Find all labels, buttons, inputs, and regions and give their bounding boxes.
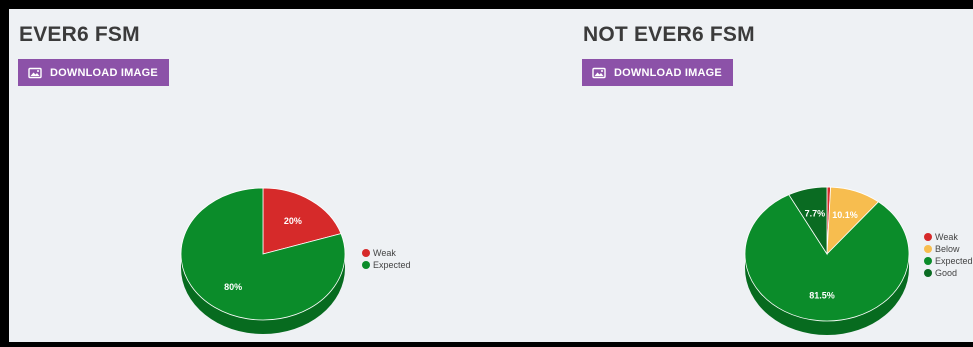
legend-marker-good: [924, 269, 932, 277]
pie-slice-good[interactable]: [788, 186, 828, 256]
panel-ever6-fsm: EVER6 FSM DOWNLOAD IMAGE 20% 80% Weak Expec…: [9, 9, 574, 342]
legend-item-below[interactable]: Below: [935, 244, 960, 254]
pie-slice-weak[interactable]: [262, 187, 342, 255]
legend-item-good[interactable]: Good: [935, 268, 957, 278]
slice-label-weak: 20%: [284, 216, 302, 226]
legend-marker-weak: [362, 249, 370, 257]
legend-item-expected[interactable]: Expected: [373, 260, 411, 270]
panel-title: EVER6 FSM: [19, 23, 140, 46]
slice-label-below: 10.1%: [832, 210, 858, 220]
panel-title: NOT EVER6 FSM: [583, 23, 755, 46]
pie-slice-expected[interactable]: [744, 194, 910, 322]
download-image-label: DOWNLOAD IMAGE: [50, 66, 158, 79]
slice-label-expected: 81.5%: [809, 290, 835, 300]
pie-side-expected: [181, 254, 345, 334]
image-icon: [28, 67, 42, 79]
panel-not-ever6-fsm: NOT EVER6 FSM DOWNLOAD IMAGE 10.1% 81.5% 7…: [574, 9, 973, 342]
legend-item-weak[interactable]: Weak: [373, 248, 396, 258]
pie-chart-not-ever6: 10.1% 81.5% 7.7% Weak Below Expected Good: [744, 186, 973, 335]
download-image-label: DOWNLOAD IMAGE: [614, 66, 722, 79]
pie-slice-expected[interactable]: [180, 187, 346, 321]
legend-item-weak[interactable]: Weak: [935, 232, 958, 242]
pie-chart-ever6: 20% 80% Weak Expected: [180, 187, 411, 334]
legend-marker-expected: [924, 257, 932, 265]
legend-marker-expected: [362, 261, 370, 269]
download-image-button[interactable]: DOWNLOAD IMAGE: [582, 59, 733, 86]
slice-label-expected: 80%: [224, 282, 242, 292]
legend-marker-below: [924, 245, 932, 253]
dashboard-frame: EVER6 FSM DOWNLOAD IMAGE 20% 80% Weak Expec…: [9, 9, 973, 342]
pie-side-expected: [745, 254, 909, 335]
slice-label-good: 7.7%: [805, 209, 826, 219]
download-image-button[interactable]: DOWNLOAD IMAGE: [18, 59, 169, 86]
image-icon: [592, 67, 606, 79]
legend-item-expected[interactable]: Expected: [935, 256, 973, 266]
legend-marker-weak: [924, 233, 932, 241]
